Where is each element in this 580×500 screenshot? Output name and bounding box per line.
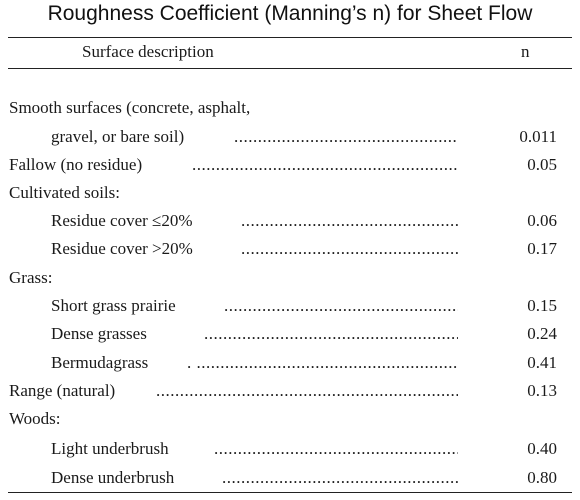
row-label: Range (natural) <box>9 381 116 400</box>
row-label: Dense grasses <box>51 324 147 343</box>
table-row: Range (natural) ........................… <box>0 381 580 407</box>
row-label: Residue cover ≤20% <box>51 211 193 230</box>
bottom-rule <box>8 492 572 493</box>
row-value: 0.17 <box>527 239 557 258</box>
row-value: 0.40 <box>527 439 557 458</box>
dot-leader: ........................................… <box>214 439 458 458</box>
row-value: 0.15 <box>527 296 557 315</box>
table-row: Cultivated soils: <box>0 183 580 209</box>
table-row: Fallow (no residue) ....................… <box>0 155 580 181</box>
dot-leader: ........................................… <box>156 381 458 400</box>
dot-leader: ........................................… <box>234 127 458 146</box>
dot-leader: ........................................… <box>192 155 458 174</box>
table-row: Grass: <box>0 268 580 294</box>
row-value: 0.05 <box>527 155 557 174</box>
row-label: Dense underbrush <box>51 468 175 487</box>
row-label: gravel, or bare soil) <box>51 127 185 146</box>
column-header-description: Surface description <box>82 42 214 61</box>
table-row: Woods: <box>0 409 580 435</box>
row-label: Fallow (no residue) <box>9 155 143 174</box>
dot-leader: ........................................… <box>241 211 458 230</box>
dot-leader: ........................................… <box>222 468 458 487</box>
row-label: Cultivated soils: <box>9 183 120 202</box>
top-rule <box>8 37 572 38</box>
row-value: 0.24 <box>527 324 557 343</box>
row-value: 0.13 <box>527 381 557 400</box>
table-row: Dense grasses ..........................… <box>0 324 580 350</box>
column-header-n: n <box>521 42 530 61</box>
row-label: Smooth surfaces (concrete, asphalt, <box>9 98 251 117</box>
dot-leader: ........................................… <box>241 239 458 258</box>
row-label: Bermudagrass <box>51 353 149 372</box>
table-row: Residue cover >20% .....................… <box>0 239 580 265</box>
row-label: Grass: <box>9 268 53 287</box>
row-label: Woods: <box>9 409 61 428</box>
table-row: Residue cover ≤20% .....................… <box>0 211 580 237</box>
row-value: 0.41 <box>527 353 557 372</box>
row-label: Light underbrush <box>51 439 169 458</box>
dot-leader: ........................................… <box>224 296 458 315</box>
row-value: 0.80 <box>527 468 557 487</box>
table-row: Light underbrush .......................… <box>0 439 580 465</box>
row-label: Residue cover >20% <box>51 239 193 258</box>
dot-leader: ........................................… <box>204 324 458 343</box>
table-row: Dense underbrush .......................… <box>0 468 580 494</box>
header-rule <box>8 68 572 69</box>
table-row: Bermudagrass . .........................… <box>0 353 580 379</box>
row-value: 0.06 <box>527 211 557 230</box>
table-title: Roughness Coefficient (Manning’s n) for … <box>47 2 533 25</box>
table-row: gravel, or bare soil) ..................… <box>0 127 580 153</box>
row-label: Short grass prairie <box>51 296 176 315</box>
dot-leader: . ......................................… <box>187 353 458 372</box>
row-value: 0.011 <box>519 127 557 146</box>
table-row: Short grass prairie ....................… <box>0 296 580 322</box>
table-row: Smooth surfaces (concrete, asphalt, <box>0 98 580 124</box>
